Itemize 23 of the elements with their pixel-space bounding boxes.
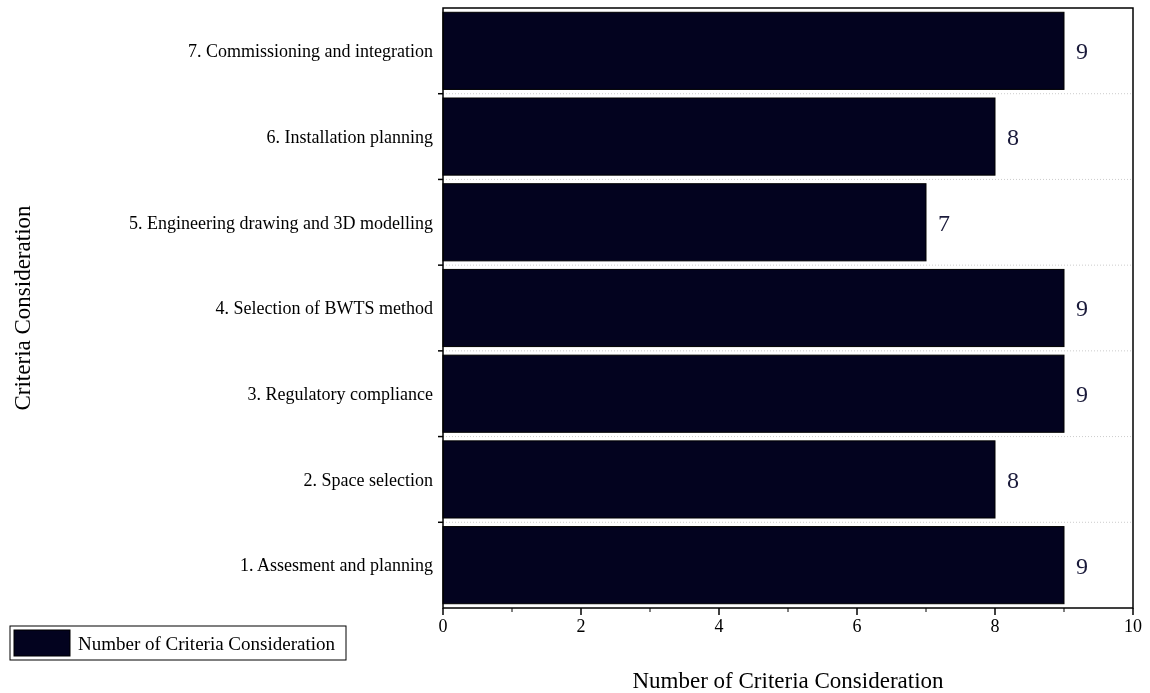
- y-axis-title: Criteria Consideration: [10, 204, 35, 411]
- y-tick-label: 3. Regulatory compliance: [247, 384, 433, 405]
- data-label: 7: [938, 209, 950, 236]
- y-tick-label: 2. Space selection: [303, 469, 433, 490]
- y-tick-label: 7. Commissioning and integration: [188, 41, 433, 62]
- x-axis-title: Number of Criteria Consideration: [632, 668, 945, 693]
- y-tick-label: 6. Installation planning: [266, 126, 433, 147]
- x-tick-label: 0: [438, 616, 448, 636]
- data-label: 9: [1076, 295, 1088, 322]
- y-tick-label: 4. Selection of BWTS method: [215, 298, 433, 319]
- y-tick-label: 5. Engineering drawing and 3D modelling: [129, 212, 433, 233]
- x-tick-label: 10: [1124, 616, 1142, 636]
- x-tick-label: 6: [852, 616, 862, 636]
- data-label: 9: [1076, 552, 1088, 579]
- data-label: 9: [1076, 38, 1088, 65]
- y-tick-label: 1. Assesment and planning: [240, 555, 433, 576]
- data-label: 8: [1007, 123, 1019, 150]
- x-tick-label: 2: [576, 616, 586, 636]
- x-tick-label: 8: [990, 616, 1000, 636]
- data-label: 9: [1076, 381, 1088, 408]
- legend-label: Number of Criteria Consideration: [78, 632, 336, 654]
- x-tick-label: 4: [714, 616, 724, 636]
- data-label: 8: [1007, 466, 1019, 493]
